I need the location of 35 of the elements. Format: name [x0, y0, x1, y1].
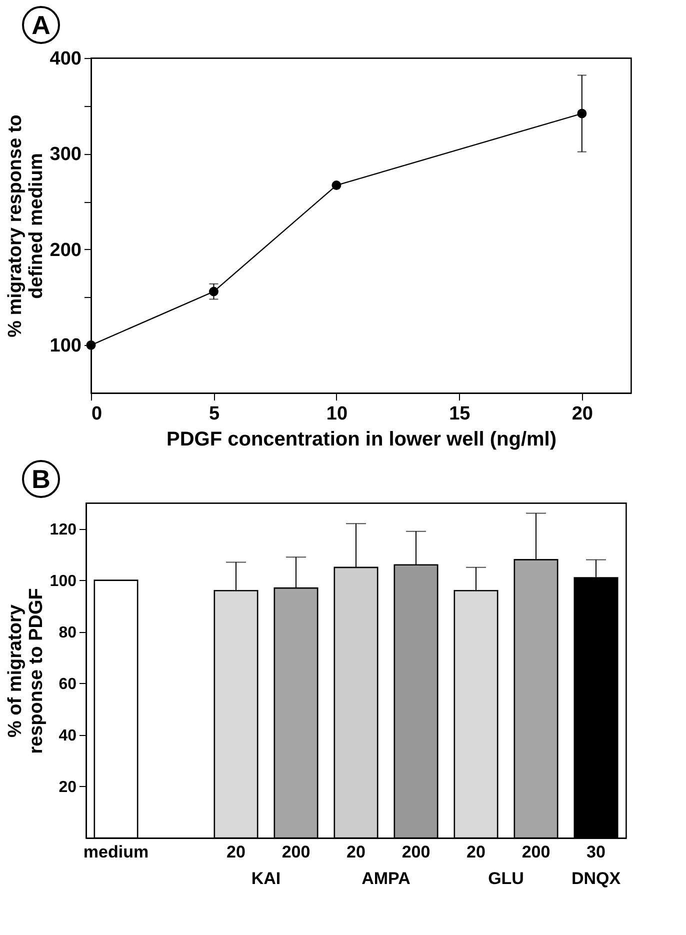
- point: [332, 180, 342, 190]
- y-tick-label: 100: [50, 572, 77, 590]
- chart-title: B: [22, 460, 60, 498]
- x-tick-label: 200: [282, 842, 310, 862]
- y-tick-label: 120: [50, 521, 77, 538]
- y-tick-label: 20: [58, 778, 77, 796]
- y-axis-title: % migratory response to defined medium: [4, 114, 47, 338]
- y-tick-label: 300: [50, 144, 82, 166]
- x-tick-label: 5: [208, 404, 220, 424]
- point: [208, 286, 218, 296]
- x-tick-label: 10: [326, 404, 348, 424]
- text: KAI: [251, 869, 281, 888]
- y-axis-title: % of migratory response to PDGF: [4, 588, 47, 754]
- y-tick-label: 80: [58, 624, 77, 642]
- y-tick-label: 200: [50, 240, 82, 261]
- x-tick-label: 20: [572, 404, 593, 424]
- x-tick-label: 15: [449, 404, 471, 424]
- point: [577, 108, 587, 118]
- x-axis-title: PDGF concentration in lower well (ng/ml): [166, 428, 557, 450]
- x-tick-label: 0: [92, 404, 102, 424]
- text: GLU: [488, 869, 524, 888]
- text: DNQX: [571, 869, 622, 888]
- x-tick-label: 20: [226, 842, 246, 862]
- text: AMPA: [362, 869, 410, 888]
- x-tick-label: 20: [466, 842, 486, 862]
- x-tick-label: 200: [522, 842, 550, 862]
- y-tick-label: 100: [50, 336, 82, 357]
- x-tick-label: 30: [586, 842, 606, 862]
- y-tick-label: 400: [50, 48, 82, 70]
- x-tick-label: 20: [346, 842, 366, 862]
- x-tick-label: medium: [83, 842, 149, 862]
- chart-title: A: [22, 6, 60, 44]
- y-tick-label: 60: [58, 676, 77, 693]
- x-tick-label: 200: [402, 842, 430, 862]
- y-tick-label: 40: [58, 727, 77, 744]
